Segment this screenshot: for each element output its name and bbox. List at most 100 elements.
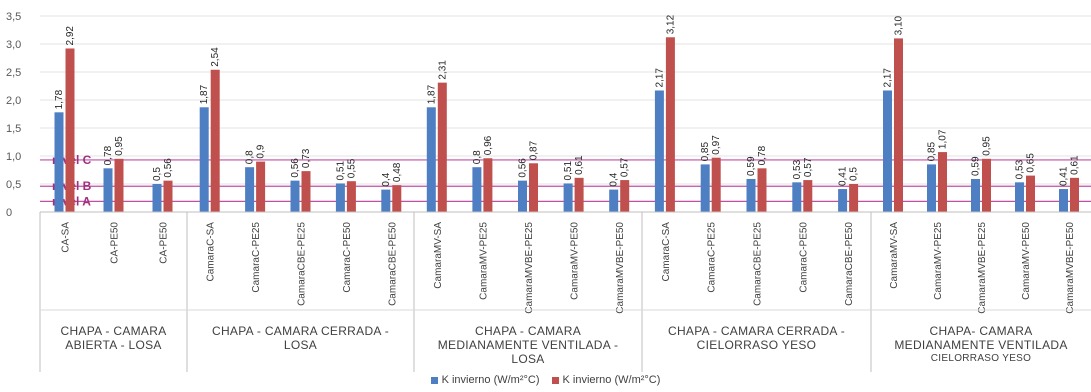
y-tick-label: 0 — [6, 207, 12, 219]
data-label: 0,51 — [335, 161, 346, 181]
bar-series-1 — [838, 189, 848, 212]
bar-series-1 — [152, 184, 162, 212]
data-label: 0,5 — [152, 167, 163, 181]
legend-item: K invierno (W/m²°C) — [551, 374, 660, 386]
category-label: CamaraMVBE-PE50 — [615, 222, 626, 314]
data-label: 1,87 — [426, 84, 437, 104]
group-label-line: CHAPA - CAMARA CERRADA - — [211, 324, 389, 338]
group-label-line: CHAPA - CAMARA — [60, 324, 167, 338]
data-label: 0,56 — [518, 158, 529, 178]
bar-series-1 — [927, 164, 936, 212]
data-label: 0,97 — [711, 135, 722, 155]
bar-series-2 — [483, 158, 493, 212]
bar-series-2 — [665, 37, 675, 212]
data-label: 0,57 — [803, 157, 814, 177]
data-label: 0,85 — [700, 141, 711, 161]
category-label: CamaraMVBE-PE25 — [524, 222, 535, 314]
data-label: 2,54 — [210, 47, 221, 67]
data-label: 0,56 — [290, 158, 301, 178]
data-label: 0,9 — [256, 144, 267, 158]
data-label: 0,8 — [472, 150, 483, 164]
bar-series-2 — [256, 161, 266, 212]
group-label-line: CHAPA - CAMARA CERRADA - — [667, 324, 845, 338]
bar-series-1 — [199, 107, 209, 212]
bar-series-2 — [1026, 175, 1035, 212]
y-tick-label: 2,0 — [6, 95, 21, 107]
bar-series-2 — [163, 180, 173, 212]
group-label-line: CIELORRASO YESO — [930, 353, 1032, 364]
y-tick-label: 1,5 — [6, 123, 21, 135]
data-label: 0,51 — [563, 161, 574, 181]
y-tick-label: 0,5 — [6, 179, 21, 191]
data-label: 0,57 — [620, 157, 631, 177]
legend: K invierno (W/m²°C) K invierno (W/m²°C) — [0, 374, 1091, 386]
category-label: CA-PE50 — [159, 222, 170, 264]
category-label: CamaraCBE-PE50 — [387, 222, 398, 306]
bar-series-2 — [437, 82, 447, 212]
category-label: CA-PE50 — [110, 222, 121, 264]
data-label: 0,95 — [114, 136, 125, 156]
category-label: CamaraC-PE25 — [251, 222, 262, 293]
y-tick-label: 2,5 — [6, 67, 21, 79]
data-label: 0,87 — [529, 140, 540, 160]
group-label: CHAPA - CAMARA ABIERTA - LOSA — [40, 324, 187, 352]
category-label: CamaraMV-SA — [889, 222, 900, 289]
data-label: 0,53 — [792, 159, 803, 179]
bar-series-2 — [938, 152, 947, 212]
bar-series-2 — [620, 180, 630, 212]
group-label-line: CHAPA - CAMARA — [475, 324, 581, 338]
data-label: 0,5 — [849, 167, 860, 181]
bar-series-1 — [792, 182, 802, 212]
data-label: 2,31 — [437, 60, 448, 80]
bar-series-2 — [574, 177, 584, 212]
bar-series-1 — [883, 90, 892, 212]
bar-series-1 — [700, 164, 710, 212]
data-label: 0,41 — [838, 166, 849, 186]
data-label: 0,53 — [1015, 159, 1026, 179]
bar-series-1 — [518, 180, 527, 212]
bar-series-2 — [849, 184, 859, 212]
data-label: 2,17 — [883, 68, 894, 88]
group-label: CHAPA - CAMARA MEDIANAMENTE VENTILADA - LO… — [414, 324, 642, 366]
group-label-line: MEDIANAMENTE VENTILADA - — [437, 338, 619, 352]
category-label: CamaraMV-PE50 — [570, 222, 581, 300]
data-label: 0,61 — [1070, 155, 1081, 175]
bar-series-1 — [746, 178, 756, 212]
data-label: 0,59 — [971, 156, 982, 176]
data-label: 1,87 — [199, 84, 210, 104]
bar-series-1 — [103, 168, 113, 212]
category-label: CamaraMV-SA — [433, 222, 444, 289]
bar-series-2 — [346, 181, 356, 212]
bar-series-1 — [1015, 182, 1024, 212]
y-tick-label: 1,0 — [6, 151, 21, 163]
data-label: 0,41 — [1059, 166, 1070, 186]
bar-series-2 — [757, 168, 767, 212]
data-label: 3,12 — [665, 14, 676, 34]
legend-swatch — [551, 376, 559, 384]
bar-series-1 — [245, 167, 255, 212]
data-label: 1,78 — [54, 89, 65, 109]
group-label-line: MEDIANAMENTE VENTILADA — [894, 338, 1068, 352]
data-label: 0,85 — [927, 141, 938, 161]
bar-series-1 — [426, 107, 436, 212]
group-label: CHAPA- CAMARA MEDIANAMENTE VENTILADA CIELO… — [871, 324, 1091, 366]
group-label-line: ABIERTA - LOSA — [65, 338, 162, 352]
y-tick-label: 3,0 — [6, 39, 21, 51]
bar-series-2 — [1070, 177, 1079, 212]
bar-series-2 — [529, 163, 538, 212]
bar-series-2 — [114, 158, 124, 212]
data-label: 0,4 — [381, 172, 392, 186]
category-label: CamaraC-PE50 — [798, 222, 809, 293]
legend-item: K invierno (W/m²°C) — [430, 374, 540, 386]
bar-series-2 — [210, 69, 220, 212]
bar-series-1 — [381, 189, 391, 212]
category-label: CamaraMV-PE25 — [478, 222, 489, 300]
group-label: CHAPA - CAMARA CERRADA - LOSA — [187, 324, 414, 352]
category-label: CamaraMVBE-PE25 — [977, 222, 988, 314]
data-label: 0,56 — [163, 158, 174, 178]
data-label: 0,96 — [483, 135, 494, 155]
bar-series-2 — [894, 38, 903, 213]
bar-series-1 — [290, 180, 300, 212]
data-label: 0,4 — [609, 172, 620, 186]
